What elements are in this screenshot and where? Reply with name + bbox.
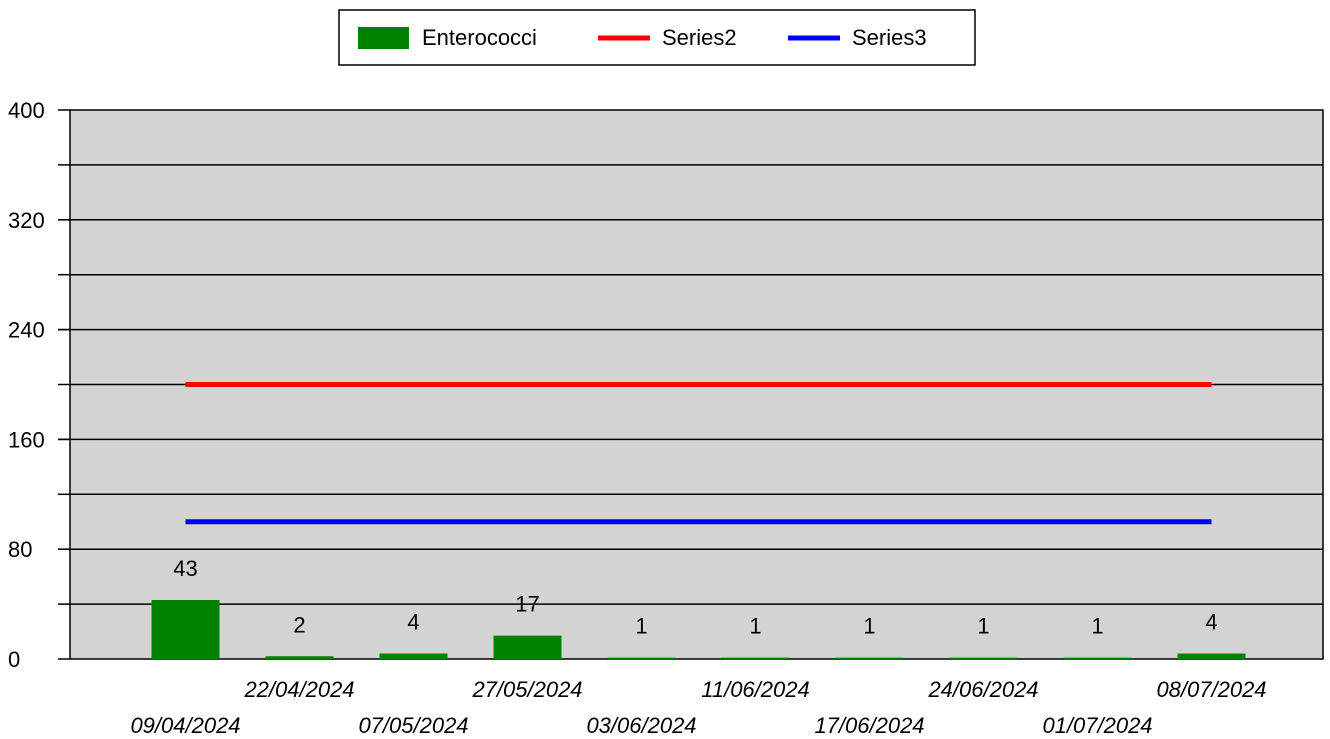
bar-enterococci	[607, 657, 676, 659]
legend: Enterococci Series2 Series3	[338, 9, 976, 66]
legend-swatch-enterococci	[358, 27, 409, 49]
bar-enterococci	[1063, 657, 1132, 659]
data-label: 1	[635, 614, 647, 639]
y-tick-label: 160	[8, 427, 45, 452]
x-tick-label: 08/07/2024	[1156, 677, 1266, 702]
bar-enterococci	[1177, 653, 1246, 659]
x-tick-label: 17/06/2024	[814, 713, 924, 738]
data-label: 4	[407, 610, 419, 635]
bar-enterococci	[835, 657, 904, 659]
legend-label-series2: Series2	[662, 25, 737, 50]
data-label: 1	[863, 614, 875, 639]
y-tick-label: 80	[8, 537, 32, 562]
bar-enterococci	[151, 599, 220, 659]
x-tick-label: 24/06/2024	[927, 677, 1038, 702]
y-tick-label: 240	[8, 318, 45, 343]
data-label: 1	[749, 614, 761, 639]
legend-label-series3: Series3	[852, 25, 927, 50]
bar-enterococci	[949, 657, 1018, 659]
y-tick-label: 400	[8, 98, 45, 123]
data-label: 2	[293, 612, 305, 637]
data-label: 1	[1091, 614, 1103, 639]
y-tick-label: 320	[8, 208, 45, 233]
bar-enterococci	[379, 653, 448, 659]
data-label: 4	[1205, 610, 1217, 635]
x-tick-label: 27/05/2024	[471, 677, 582, 702]
bar-enterococci	[721, 657, 790, 659]
legend-box	[338, 9, 976, 66]
bar-enterococci	[493, 635, 562, 659]
plot-border	[69, 109, 1324, 660]
x-tick-label: 03/06/2024	[586, 713, 696, 738]
x-tick-label: 01/07/2024	[1042, 713, 1152, 738]
x-tick-label: 09/04/2024	[130, 713, 240, 738]
x-tick-label: 07/05/2024	[358, 713, 468, 738]
data-label: 17	[515, 592, 539, 617]
legend-label-enterococci: Enterococci	[422, 25, 537, 50]
x-tick-label: 11/06/2024	[701, 677, 809, 702]
data-label: 43	[173, 556, 197, 581]
bar-enterococci	[265, 656, 334, 659]
x-tick-label: 22/04/2024	[243, 677, 354, 702]
data-label: 1	[977, 614, 989, 639]
y-tick-label: 0	[8, 647, 20, 672]
plot-area: 0 80 160 240 320 400 43 2 4 17 1 1 1 1 1 4 09/04/202422/…	[8, 98, 1324, 738]
